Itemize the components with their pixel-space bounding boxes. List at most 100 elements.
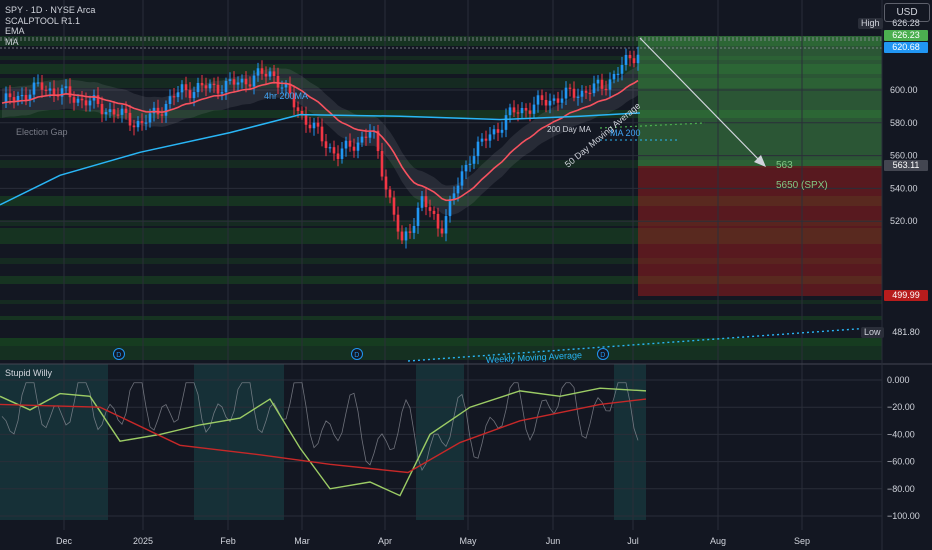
x-tick-label: Sep — [794, 536, 810, 546]
candle-body — [8, 93, 12, 98]
x-tick-label: Aug — [710, 536, 726, 546]
low-price-tag: 481.80 — [892, 327, 920, 337]
candle-body — [528, 110, 532, 114]
candle-body — [556, 98, 560, 103]
candle-body — [572, 88, 576, 98]
ema-band — [2, 65, 638, 216]
candle-body — [116, 114, 120, 116]
candle-body — [60, 88, 64, 97]
candle-body — [48, 88, 52, 91]
candle-body — [188, 90, 192, 99]
support-zone — [0, 276, 882, 284]
candle-body — [508, 107, 512, 116]
indicator-ema[interactable]: EMA — [5, 26, 25, 36]
candle-body — [340, 148, 344, 159]
oscillator-tick-label: −60.00 — [887, 457, 915, 467]
indicator-scalptool[interactable]: SCALPTOOL R1.1 — [5, 15, 81, 26]
candle-body — [632, 58, 636, 64]
candle-body — [100, 103, 104, 115]
signal-fast-line — [0, 387, 647, 497]
support-zone — [0, 110, 882, 118]
candle-body — [92, 95, 96, 101]
x-tick-label: Jul — [627, 536, 639, 546]
ma-200-label: MA 200 — [610, 128, 641, 138]
y-tick-label: 540.00 — [890, 183, 918, 193]
high-label: High — [858, 18, 883, 29]
candle-body — [272, 71, 276, 76]
candle-body — [124, 108, 128, 113]
target-563-label: 563 — [776, 160, 793, 171]
support-zone — [0, 228, 882, 244]
candle-body — [24, 94, 28, 100]
candle-body — [280, 87, 284, 89]
candle-body — [28, 94, 32, 100]
candle-body — [524, 107, 528, 111]
indicator-ma[interactable]: MA — [5, 36, 19, 47]
candle-body — [160, 114, 164, 116]
x-tick-label: May — [459, 536, 477, 546]
candle-body — [320, 126, 324, 142]
ma-price-tag: 620.68 — [884, 42, 928, 53]
candle-body — [364, 136, 368, 138]
candle-body — [424, 196, 428, 208]
candle-body — [268, 71, 272, 77]
oscillator-title[interactable]: Stupid Willy — [5, 368, 53, 378]
candle-body — [476, 141, 480, 157]
high-price-tag: 626.28 — [892, 18, 920, 28]
candle-body — [204, 85, 208, 89]
candle-body — [216, 84, 220, 94]
candle-body — [196, 82, 200, 93]
candle-body — [220, 92, 224, 94]
candle-body — [332, 147, 336, 154]
candle-body — [144, 122, 148, 124]
candle-body — [512, 107, 516, 113]
candle-body — [472, 156, 476, 164]
ema-line — [1, 79, 639, 202]
candle-body — [52, 88, 56, 95]
oscillator-layer — [0, 382, 647, 497]
candle-body — [536, 95, 540, 105]
x-tick-label: Apr — [378, 536, 392, 546]
candle-body — [520, 107, 524, 114]
candle-body — [20, 94, 24, 97]
symbol-title: SPY · 1D · NYSE Arca — [5, 5, 96, 15]
candle-body — [468, 163, 472, 165]
oscillator-tick-label: −40.00 — [887, 429, 915, 439]
level-563-tag: 563.11 — [884, 160, 928, 171]
currency-button[interactable]: USD — [884, 3, 930, 22]
candle-body — [416, 207, 420, 226]
candle-body — [428, 207, 432, 211]
x-tick-label: Jun — [546, 536, 561, 546]
candle-body — [576, 96, 580, 98]
candle-body — [208, 83, 212, 89]
support-zone — [0, 316, 882, 320]
candle-body — [376, 130, 380, 152]
candle-body — [88, 100, 92, 106]
candle-body — [592, 83, 596, 94]
candle-body — [368, 131, 372, 138]
level-499-tag: 499.99 — [884, 290, 928, 301]
target-spx-label: 5650 (SPX) — [776, 180, 828, 191]
candle-body — [384, 176, 388, 190]
candle-body — [504, 115, 508, 130]
candle-body — [240, 78, 244, 83]
candle-body — [628, 54, 632, 59]
ma-band-layer — [2, 65, 638, 216]
candle-body — [76, 98, 80, 103]
candle-body — [260, 68, 264, 74]
candle-body — [84, 100, 88, 106]
y-tick-label: 600.00 — [890, 85, 918, 95]
oscillator-tick-label: −80.00 — [887, 484, 915, 494]
candle-body — [560, 98, 564, 103]
target-risk-box — [638, 166, 882, 296]
candle-body — [12, 97, 16, 102]
candle-body — [312, 122, 316, 129]
candle-layer — [4, 46, 640, 249]
ma-200-day-label: 200 Day MA — [547, 125, 592, 134]
candle-body — [316, 122, 320, 127]
chart-legend: SPY · 1D · NYSE Arca SCALPTOOL R1.1 EMA … — [5, 5, 95, 47]
oscillator-zone — [614, 364, 646, 520]
candle-body — [432, 210, 436, 214]
support-zone — [0, 258, 882, 264]
